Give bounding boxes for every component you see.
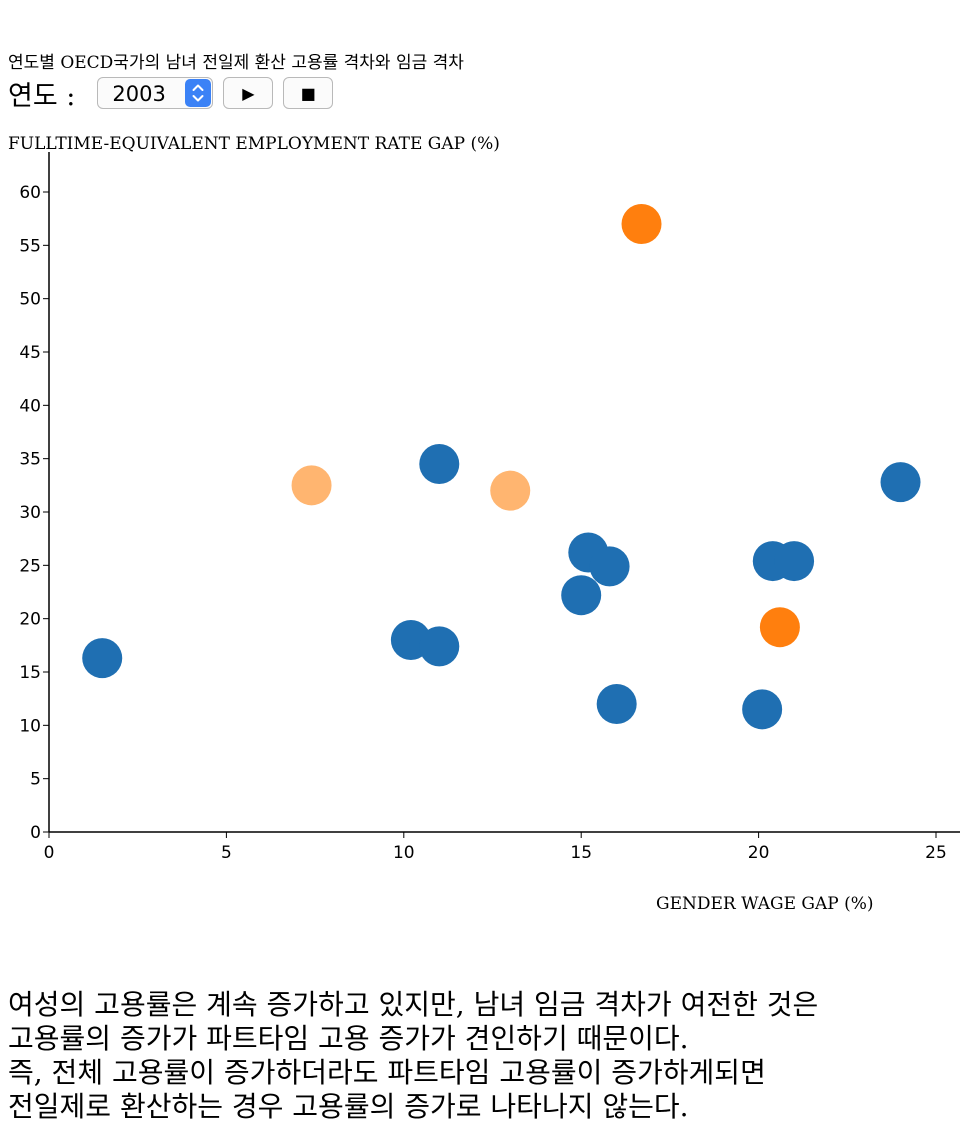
y-tick-label: 60 [19, 183, 41, 203]
x-tick-label: 10 [393, 843, 415, 863]
chevron-up-down-icon[interactable] [185, 79, 212, 107]
year-select-value: 2003 [112, 82, 166, 106]
x-tick-label: 15 [570, 843, 592, 863]
y-tick-label: 5 [30, 770, 41, 790]
data-points [82, 204, 921, 730]
data-point[interactable] [561, 575, 602, 616]
y-tick-label: 25 [19, 556, 41, 576]
play-icon: ▶ [242, 83, 255, 103]
data-point[interactable] [774, 541, 815, 582]
x-tick-label: 0 [44, 843, 55, 863]
scatter-chart: 0 5 10 15 20 25 30 35 40 45 50 55 60 0 5 10 15 20 25 [19, 152, 960, 863]
data-point[interactable] [419, 444, 460, 484]
x-tick-label: 5 [221, 843, 232, 863]
data-point[interactable] [490, 470, 531, 511]
x-tick-label: 25 [925, 843, 947, 863]
x-tick-label: 20 [748, 843, 770, 863]
data-point[interactable] [759, 607, 800, 648]
y-tick-label: 35 [19, 450, 41, 470]
stop-icon: ■ [300, 83, 316, 103]
data-point[interactable] [880, 462, 921, 503]
data-point[interactable] [621, 204, 662, 244]
data-point[interactable] [419, 626, 460, 667]
y-tick-label: 55 [19, 236, 41, 256]
description-line: 고용률의 증가가 파트타임 고용 증가가 견인하기 때문이다. [8, 1022, 689, 1055]
y-tick-label: 10 [19, 716, 41, 736]
y-tick-label: 45 [19, 343, 41, 363]
year-select[interactable]: 2003 [97, 77, 214, 109]
y-tick-label: 20 [19, 610, 41, 630]
y-tick-label: 0 [30, 823, 41, 843]
data-point[interactable] [742, 689, 783, 730]
data-point[interactable] [82, 638, 123, 679]
play-button[interactable]: ▶ [223, 77, 274, 109]
data-point[interactable] [596, 684, 637, 724]
year-label: 연도 : [8, 80, 76, 112]
year-controls: 연도 : 2003 ▶ ■ [8, 74, 343, 112]
description-line: 즉, 전체 고용률이 증가하더라도 파트타임 고용률이 증가하게되면 [8, 1056, 766, 1089]
description-line: 여성의 고용률은 계속 증가하고 있지만, 남녀 임금 격차가 여전한 것은 [8, 988, 819, 1021]
data-point[interactable] [589, 546, 630, 587]
x-axis: 0 5 10 15 20 25 [44, 832, 947, 863]
y-tick-label: 30 [19, 503, 41, 523]
y-tick-label: 15 [19, 663, 41, 683]
y-axis-label: FULLTIME-EQUIVALENT EMPLOYMENT RATE GAP … [8, 134, 500, 154]
data-point[interactable] [291, 465, 332, 506]
description-text: 여성의 고용률은 계속 증가하고 있지만, 남녀 임금 격차가 여전한 것은 고… [8, 988, 960, 1124]
stop-button[interactable]: ■ [283, 77, 334, 109]
y-axis: 0 5 10 15 20 25 30 35 40 45 50 55 60 [19, 183, 49, 843]
description-line: 전일제로 환산하는 경우 고용률의 증가로 나타나지 않는다. [8, 1090, 689, 1123]
x-axis-label: GENDER WAGE GAP (%) [656, 894, 874, 914]
page-title: 연도별 OECD국가의 남녀 전일제 환산 고용률 격차와 임금 격차 [8, 53, 464, 73]
y-tick-label: 40 [19, 396, 41, 416]
y-tick-label: 50 [19, 290, 41, 310]
